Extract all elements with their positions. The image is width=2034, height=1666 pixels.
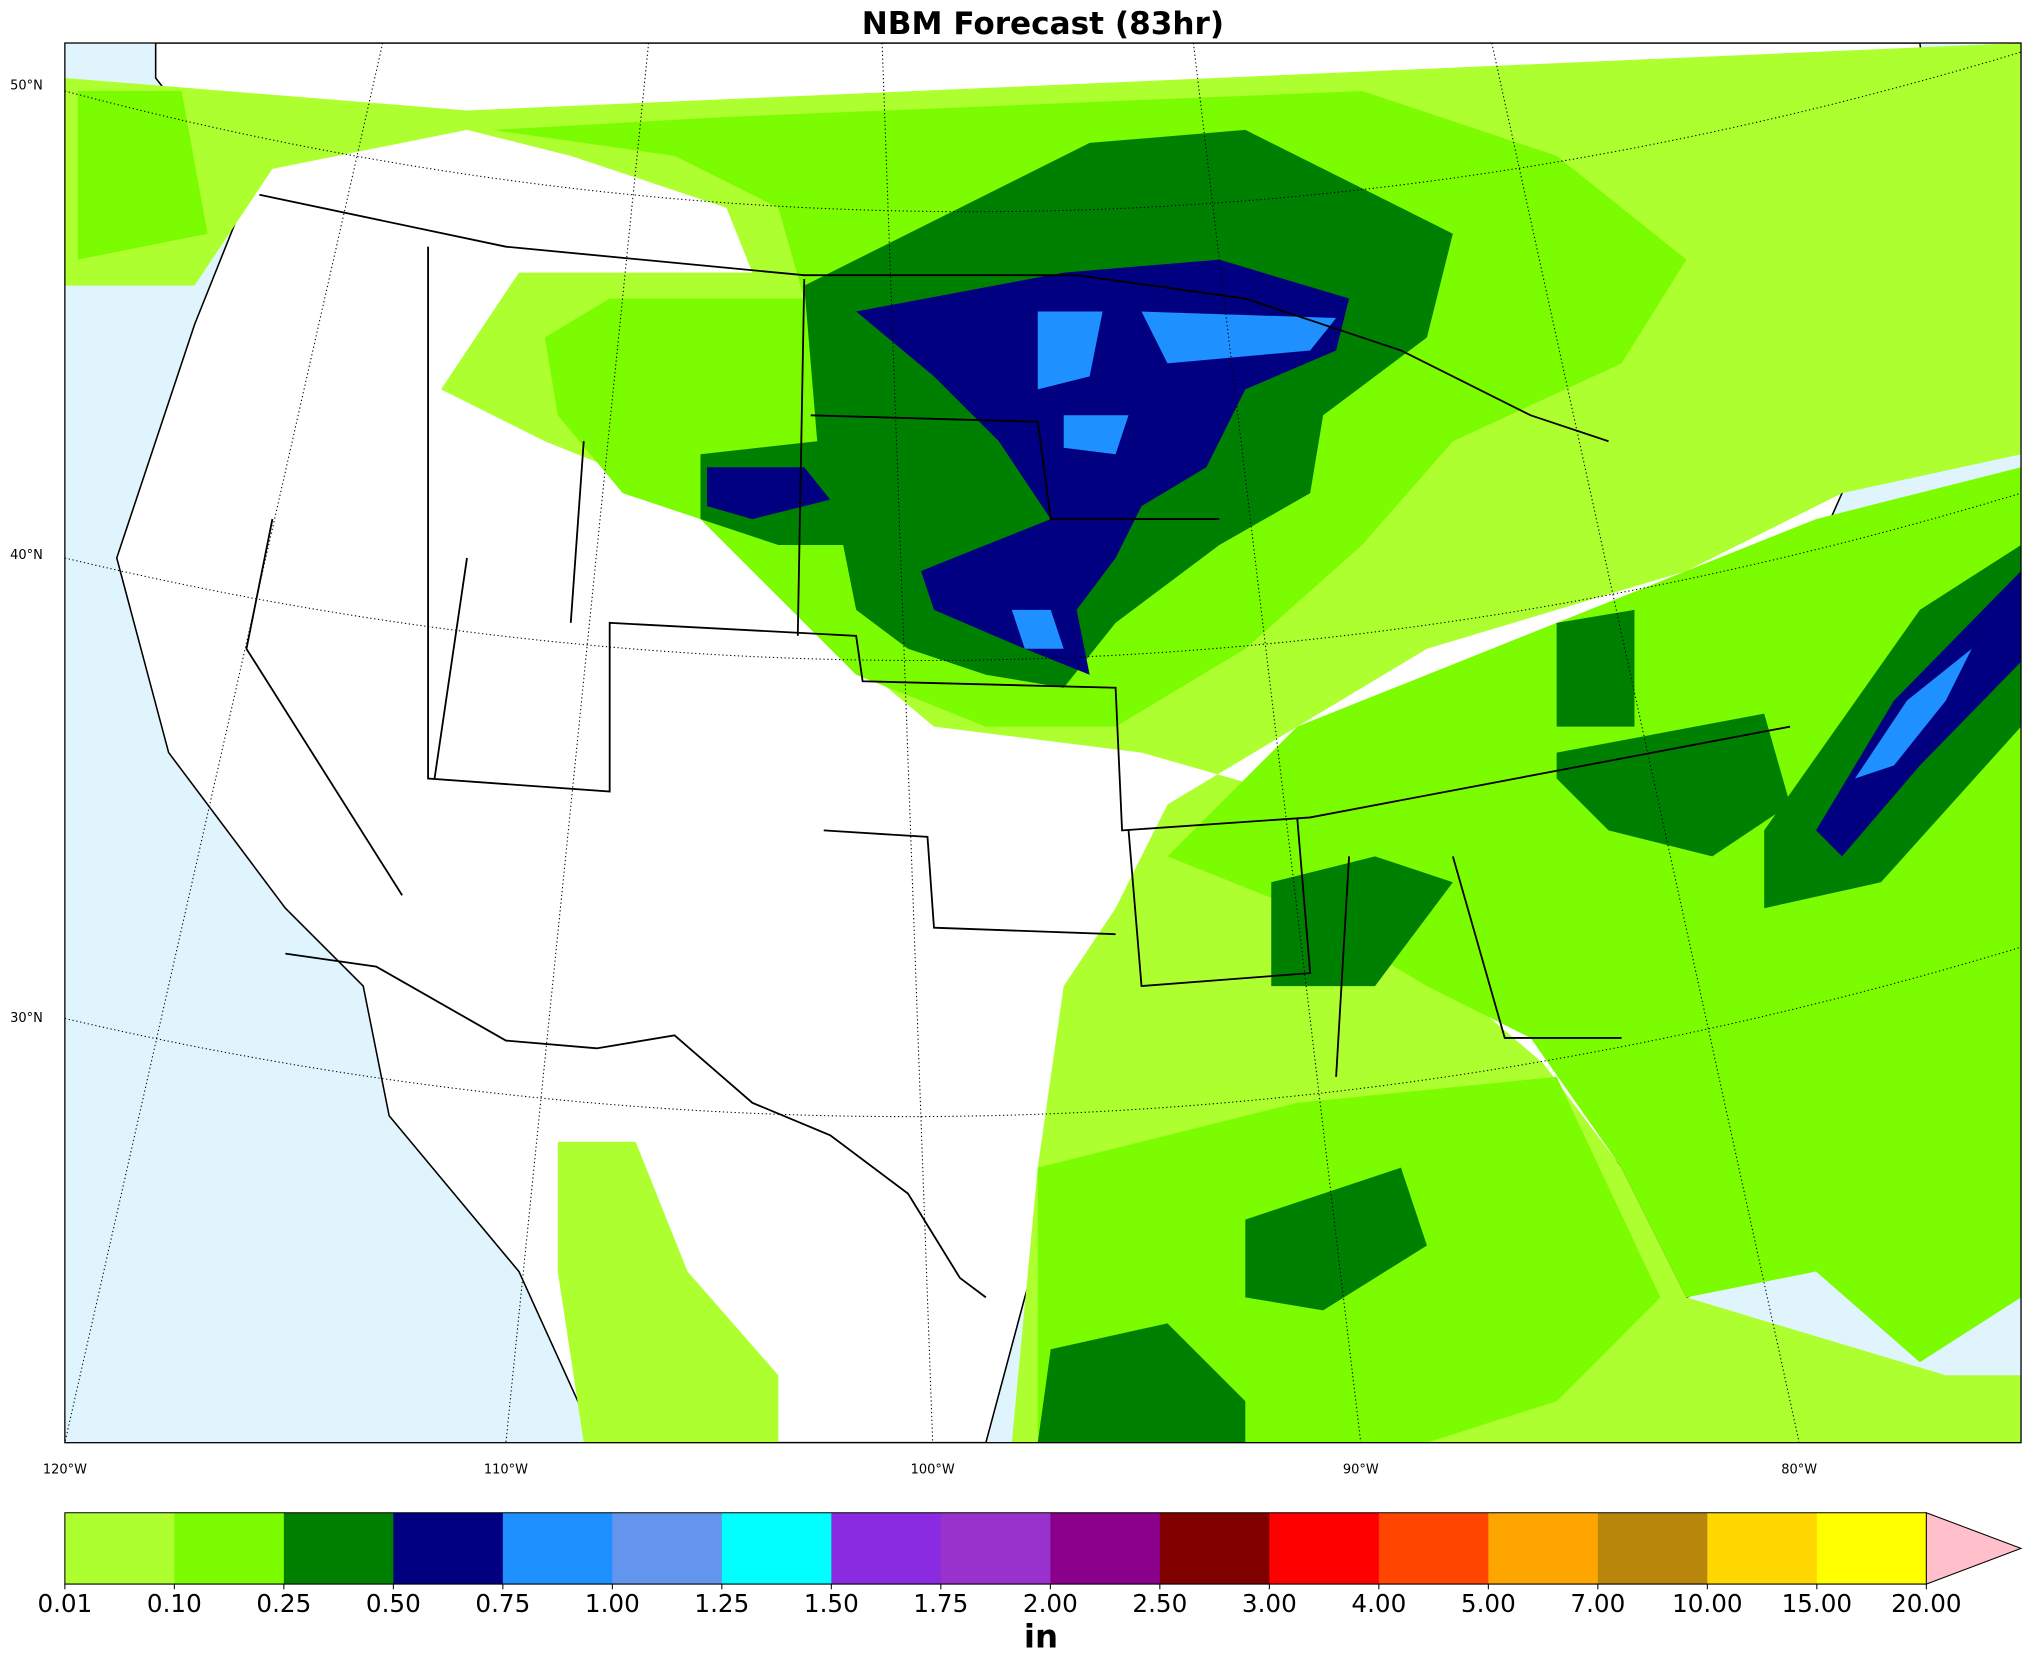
colorbar-segment [1050,1512,1161,1585]
colorbar-segment [1597,1512,1708,1585]
colorbar-segment [1816,1512,1927,1585]
colorbar-tick-label: 1.25 [694,1589,749,1618]
colorbar-outline [64,1512,1927,1585]
colorbar-segment [502,1512,614,1585]
colorbar-tick-label: 5.00 [1461,1589,1516,1618]
map [64,43,2022,1443]
colorbar-unit: in [1024,1618,1058,1656]
colorbar-segment [283,1512,395,1585]
graticule [64,43,2022,1443]
lat-label: 50°N [10,78,43,93]
colorbar-extend [1925,1511,2023,1585]
graticule-labels: 50°N 40°N 30°N 120°W 110°W 100°W 90°W 80°W [10,78,1817,1477]
lon-label: 120°W [43,1462,87,1477]
lon-label: 100°W [911,1462,955,1477]
lat-label: 40°N [10,548,43,563]
colorbar-segment [393,1512,504,1585]
title: NBM Forecast (83hr) [862,6,1224,42]
colorbar-tick-label: 10.00 [1672,1589,1742,1618]
colorbar-segment [174,1512,285,1585]
colorbar-segment [1159,1512,1270,1585]
colorbar-tick-label: 2.00 [1023,1589,1078,1618]
lon-label: 90°W [1343,1462,1379,1477]
colorbar-segment [721,1512,832,1585]
colorbar-tick-label: 7.00 [1570,1589,1625,1618]
colorbar-tick-label: 3.00 [1242,1589,1297,1618]
colorbar-segment [1488,1512,1599,1585]
precip-field [64,43,2022,1443]
colorbar-segment [1269,1512,1380,1585]
colorbar-segment [1378,1512,1489,1585]
colorbar-tick-label: 0.75 [475,1589,530,1618]
colorbar-tick-label: 1.50 [804,1589,859,1618]
lat-label: 30°N [10,1011,43,1026]
map-frame [64,42,2022,1444]
lon-label: 80°W [1781,1462,1817,1477]
colorbar-segment [831,1512,942,1585]
colorbar-tick-label: 1.00 [585,1589,640,1618]
colorbar-tick-label: 1.75 [913,1589,968,1618]
lon-label: 110°W [484,1462,528,1477]
colorbar-tick-label: 0.10 [147,1589,202,1618]
colorbar-segment [612,1512,723,1585]
colorbar-tick-label: 20.00 [1891,1589,1961,1618]
colorbar-tick-label: 2.50 [1132,1589,1187,1618]
colorbar-tick-label: 4.00 [1351,1589,1406,1618]
colorbar-segment [64,1512,176,1585]
colorbar-tick-label: 0.01 [37,1589,92,1618]
colorbar-segment [1707,1512,1818,1585]
colorbar: 0.01 0.10 0.25 0.50 0.75 1.00 1.25 1.50 1.75 2.00… [37,1511,2023,1656]
colorbar-tick-label: 0.25 [256,1589,311,1618]
colorbar-tick-label: 0.50 [366,1589,421,1618]
colorbar-tick-label: 15.00 [1782,1589,1852,1618]
borders [245,193,1791,1299]
colorbar-segment [940,1512,1051,1585]
